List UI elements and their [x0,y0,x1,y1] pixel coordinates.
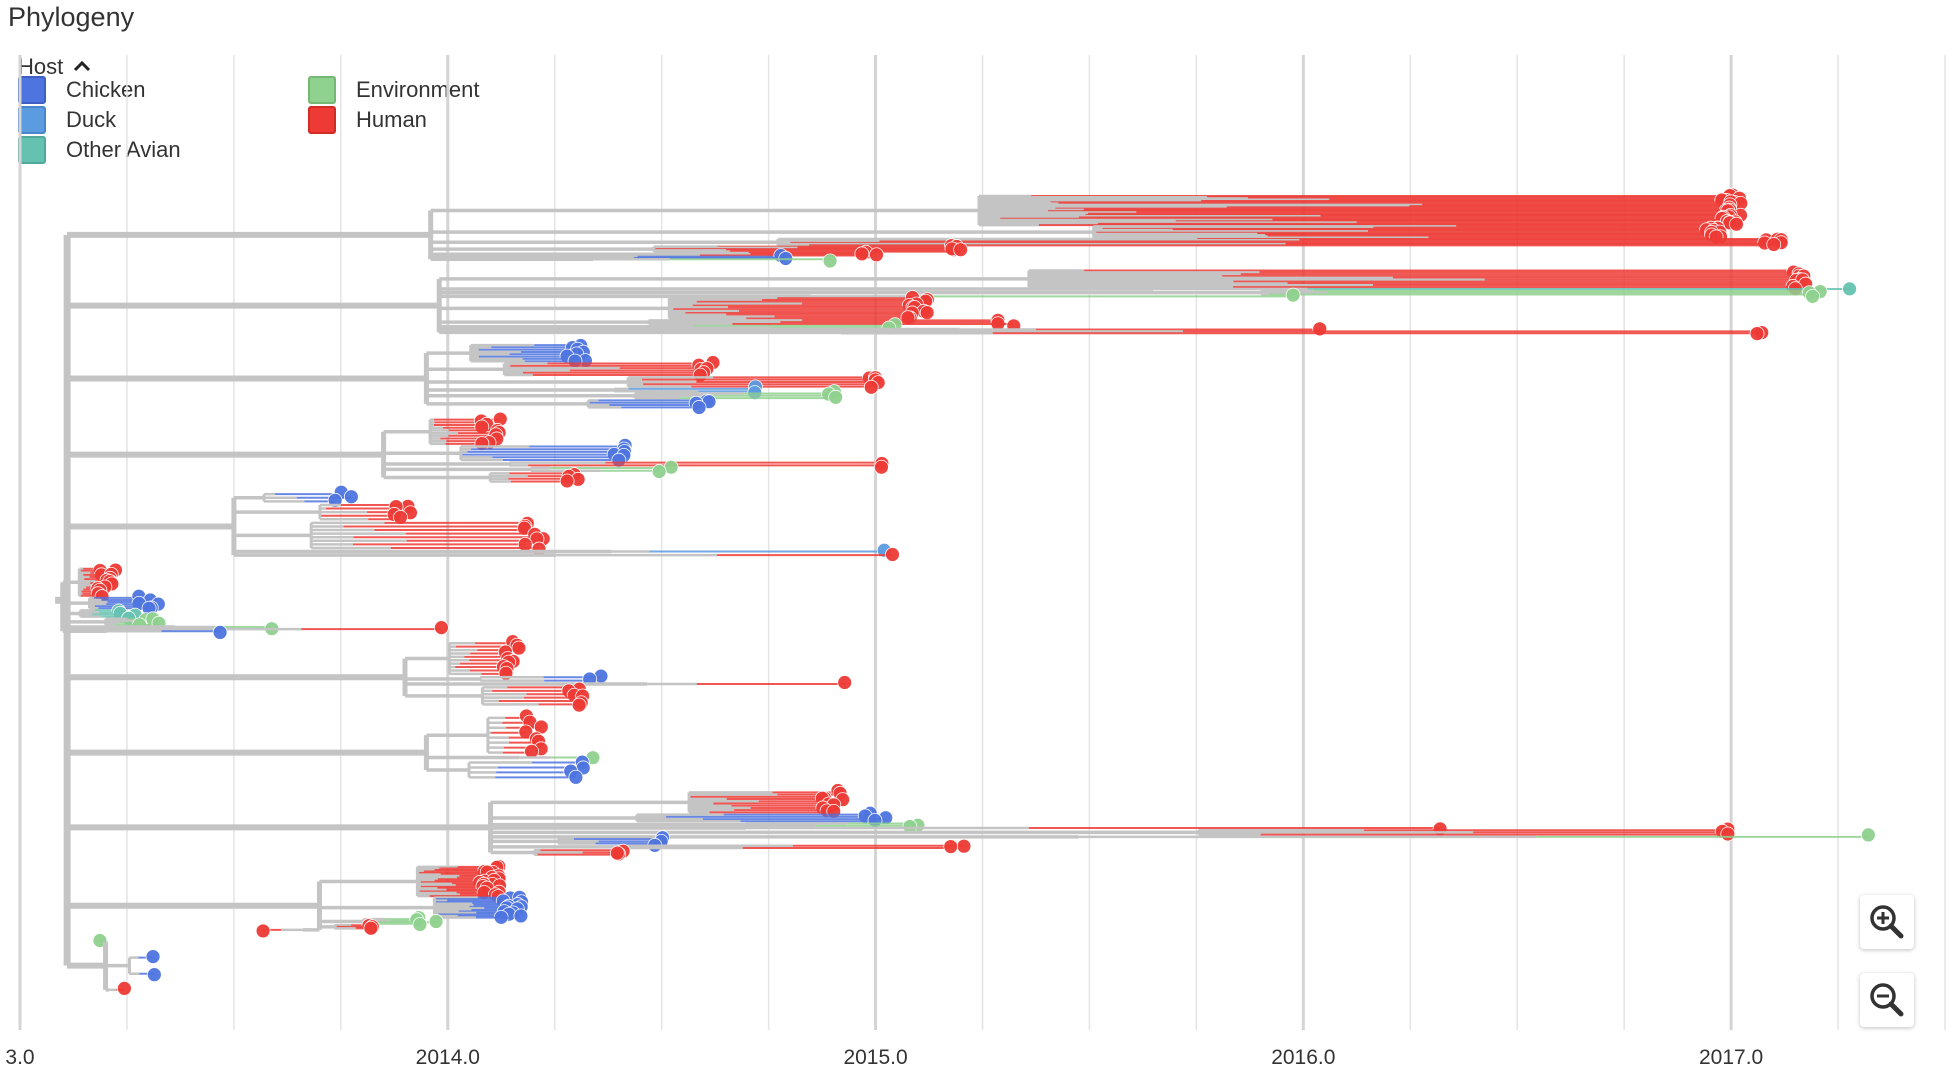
tip-environment [1860,827,1876,843]
tip-human [559,473,575,489]
zoom-out-button[interactable] [1860,973,1914,1027]
legend-swatch [308,76,336,104]
tip-human [524,743,539,759]
page-title: Phylogeny [8,2,135,32]
x-tick-label: 3.0 [5,1046,34,1069]
legend-swatch [308,106,336,134]
tip-environment [828,389,844,405]
tip-human [854,246,870,262]
legend-item-environment[interactable]: Environment [308,76,480,104]
tip-chicken [513,908,529,924]
tip-human [571,697,587,713]
legend-item-other-avian[interactable]: Other Avian [18,136,181,164]
tip-chicken [691,400,707,415]
legend-toggle[interactable]: Host [18,54,91,80]
tip-human [885,547,900,562]
tip-human [874,459,889,475]
legend-title: Host [18,54,64,79]
x-tick-label: 2017.0 [1699,1046,1763,1069]
tip-human [943,839,959,854]
tip-chicken [145,949,161,964]
tip-human [956,838,972,854]
tip-human [837,675,853,690]
tip-human [1766,237,1782,252]
tip-chicken [146,967,162,983]
legend-swatch [18,136,46,164]
tip-human [609,845,625,861]
tip-human [517,537,533,552]
tip-human [869,247,884,263]
x-tick-label: 2016.0 [1271,1046,1335,1069]
x-tick-label: 2014.0 [416,1046,480,1069]
tip-human [255,923,271,939]
zoom-in-button[interactable] [1860,895,1914,949]
tip-human [919,305,935,320]
tip-human [518,724,534,740]
tip-chicken [212,624,228,640]
tip-environment [428,914,444,929]
tip-human [1749,326,1765,341]
tip-environment [651,464,667,479]
x-tick-label: 2015.0 [843,1046,907,1069]
tip-environment [1805,288,1820,304]
tip-human [953,242,969,258]
chevron-up-icon [73,56,91,77]
tip-human [117,981,132,996]
legend-item-human[interactable]: Human [308,106,427,134]
tip-other-avian [1842,281,1857,297]
tip-environment [1285,287,1301,303]
legend-item-duck[interactable]: Duck [18,106,116,134]
zoom-out-icon [1870,983,1904,1017]
tip-human [1729,216,1744,232]
tip-environment [822,253,838,269]
legend-swatch [18,106,46,134]
zoom-in-icon [1870,905,1904,939]
tip-human [434,620,449,636]
tip-chicken [343,489,359,505]
tip-human [863,379,879,395]
tip-human [511,640,527,656]
tip-environment [412,917,428,932]
tip-chicken [568,769,584,785]
tip-human [363,920,379,936]
tip-human [1720,826,1736,842]
tip-human [474,419,490,435]
tip-human [393,509,408,525]
